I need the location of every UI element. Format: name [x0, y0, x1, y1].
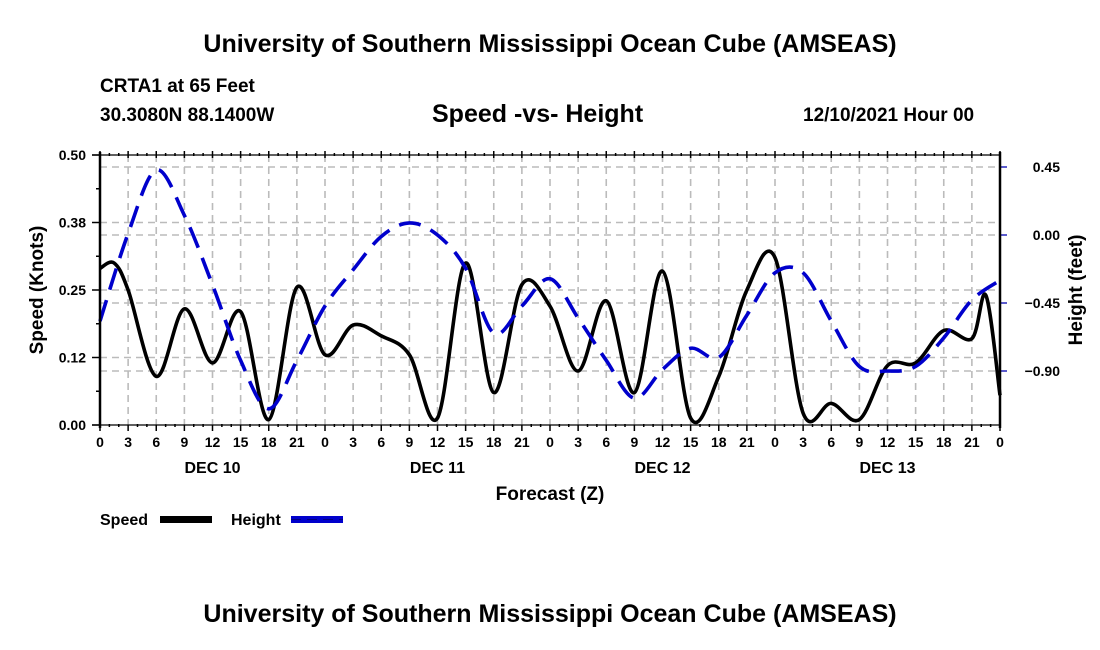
x-tick-label: 9 [630, 434, 638, 450]
x-tick-label: 18 [486, 434, 502, 450]
x-tick-label: 6 [152, 434, 160, 450]
x-tick-label: 3 [799, 434, 807, 450]
day-label: DEC 11 [410, 460, 465, 477]
x-tick-label: 0 [996, 434, 1004, 450]
y-axis-title: Speed (Knots) [27, 226, 48, 355]
x-tick-label: 15 [908, 434, 924, 450]
station-label: CRTA1 at 65 Feet [100, 76, 255, 97]
x-tick-label: 15 [683, 434, 699, 450]
series-line-speed [99, 249, 1002, 425]
x-tick-label: 15 [233, 434, 249, 450]
legend-label-speed: Speed [100, 512, 148, 529]
x-tick-label: 6 [827, 434, 835, 450]
y2-axis-title: Height (feet) [1066, 235, 1087, 346]
y2-tick-label: −0.90 [1025, 363, 1061, 379]
chart-title: Speed -vs- Height [432, 100, 644, 128]
x-tick-label: 0 [771, 434, 779, 450]
x-tick-label: 12 [430, 434, 446, 450]
y-tick-label: 0.50 [59, 147, 86, 163]
x-tick-label: 3 [574, 434, 582, 450]
x-tick-label: 18 [711, 434, 727, 450]
day-label: DEC 10 [184, 460, 240, 477]
legend-label-height: Height [231, 512, 281, 529]
x-tick-label: 12 [205, 434, 221, 450]
y-tick-label: 0.25 [59, 282, 86, 298]
legend-swatch-height [291, 516, 343, 523]
main-title: University of Southern Mississippi Ocean… [203, 30, 897, 58]
series-layer [98, 168, 1002, 425]
forecast-datetime: 12/10/2021 Hour 00 [803, 105, 975, 126]
x-tick-label: 9 [405, 434, 413, 450]
x-tick-label: 9 [180, 434, 188, 450]
x-tick-label: 0 [96, 434, 104, 450]
x-tick-label: 12 [655, 434, 671, 450]
day-label: DEC 12 [634, 460, 690, 477]
x-tick-label: 3 [349, 434, 357, 450]
grid [100, 155, 1000, 425]
x-tick-label: 12 [880, 434, 896, 450]
x-tick-label: 9 [855, 434, 863, 450]
series-line-height [98, 168, 1002, 411]
x-tick-label: 21 [964, 434, 980, 450]
y-tick-label: 0.00 [59, 417, 86, 433]
x-tick-label: 21 [739, 434, 755, 450]
y2-tick-label: 0.45 [1033, 159, 1060, 175]
coordinates-label: 30.3080N 88.1400W [100, 105, 275, 126]
x-axis-title: Forecast (Z) [496, 484, 605, 505]
x-tick-label: 18 [261, 434, 277, 450]
x-tick-label: 6 [602, 434, 610, 450]
y2-tick-label: −0.45 [1025, 295, 1061, 311]
x-tick-label: 15 [458, 434, 474, 450]
x-tick-label: 18 [936, 434, 952, 450]
x-tick-label: 6 [377, 434, 385, 450]
axes: 0 3 6 9 12 15 18 21 0 3 6 9 12 15 18 21 0 3 6 9 12 15 18 21 0 3 6 9… [59, 147, 1060, 477]
legend-swatch-speed [160, 516, 212, 523]
x-tick-label: 21 [514, 434, 530, 450]
footer-title: University of Southern Mississippi Ocean… [203, 600, 897, 628]
y-tick-label: 0.38 [59, 215, 86, 231]
x-tick-label: 0 [321, 434, 329, 450]
y2-tick-label: 0.00 [1033, 227, 1060, 243]
legend: Speed Height [100, 512, 343, 529]
x-tick-label: 0 [546, 434, 554, 450]
y-tick-label: 0.12 [59, 350, 86, 366]
x-tick-label: 21 [289, 434, 305, 450]
x-tick-label: 3 [124, 434, 132, 450]
day-label: DEC 13 [859, 460, 915, 477]
